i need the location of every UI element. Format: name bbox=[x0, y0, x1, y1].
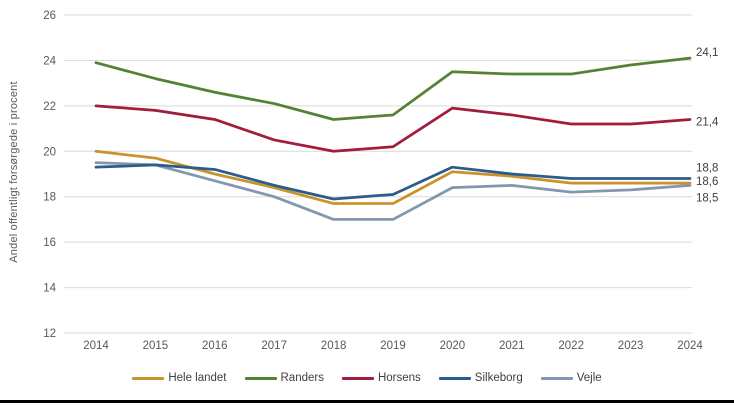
x-tick-label: 2018 bbox=[321, 340, 347, 352]
series-line-randers bbox=[94, 56, 692, 121]
legend-item-hele-landet: Hele landet bbox=[132, 372, 227, 384]
end-label-hele-landet: 18,6 bbox=[696, 176, 718, 188]
series-line-vejle bbox=[94, 161, 692, 221]
y-tick-label: 14 bbox=[43, 283, 56, 295]
x-tick-label: 2020 bbox=[440, 340, 466, 352]
legend-swatch bbox=[540, 376, 573, 380]
legend-label: Randers bbox=[280, 372, 324, 384]
legend-label: Vejle bbox=[576, 372, 602, 384]
x-tick-label: 2015 bbox=[143, 340, 169, 352]
legend-item-horsens: Horsens bbox=[341, 372, 421, 384]
y-tick-label: 22 bbox=[43, 101, 56, 113]
x-tick-label: 2023 bbox=[618, 340, 644, 352]
legend-swatch bbox=[244, 376, 277, 380]
x-tick-label: 2024 bbox=[677, 340, 703, 352]
x-tick-label: 2014 bbox=[83, 340, 109, 352]
x-tick-label: 2017 bbox=[261, 340, 287, 352]
bottom-border-line bbox=[0, 400, 734, 403]
legend-item-randers: Randers bbox=[244, 372, 324, 384]
legend-swatch bbox=[438, 376, 471, 380]
legend-swatch bbox=[132, 376, 165, 380]
legend-label: Hele landet bbox=[168, 372, 227, 384]
legend-label: Horsens bbox=[377, 372, 421, 384]
end-label-horsens: 21,4 bbox=[696, 116, 719, 128]
series-line-horsens bbox=[94, 104, 692, 153]
series-line-silkeborg bbox=[94, 163, 692, 201]
legend-item-vejle: Vejle bbox=[540, 372, 602, 384]
x-tick-label: 2022 bbox=[558, 340, 584, 352]
y-tick-label: 26 bbox=[43, 10, 56, 22]
y-tick-label: 12 bbox=[43, 328, 56, 340]
y-tick-label: 24 bbox=[43, 55, 56, 67]
legend-swatch bbox=[341, 376, 374, 380]
x-tick-label: 2016 bbox=[202, 340, 228, 352]
end-label-silkeborg: 18,8 bbox=[696, 163, 718, 175]
legend-label: Silkeborg bbox=[474, 372, 523, 384]
y-tick-label: 20 bbox=[43, 146, 56, 158]
x-tick-label: 2019 bbox=[380, 340, 406, 352]
end-label-randers: 24,1 bbox=[696, 47, 718, 59]
y-tick-label: 16 bbox=[43, 237, 56, 249]
x-tick-label: 2021 bbox=[499, 340, 525, 352]
legend: Hele landet Randers Horsens Silkeborg Vejle bbox=[0, 372, 734, 384]
y-tick-label: 18 bbox=[43, 192, 56, 204]
legend-item-silkeborg: Silkeborg bbox=[438, 372, 523, 384]
end-label-vejle: 18,5 bbox=[696, 192, 718, 204]
